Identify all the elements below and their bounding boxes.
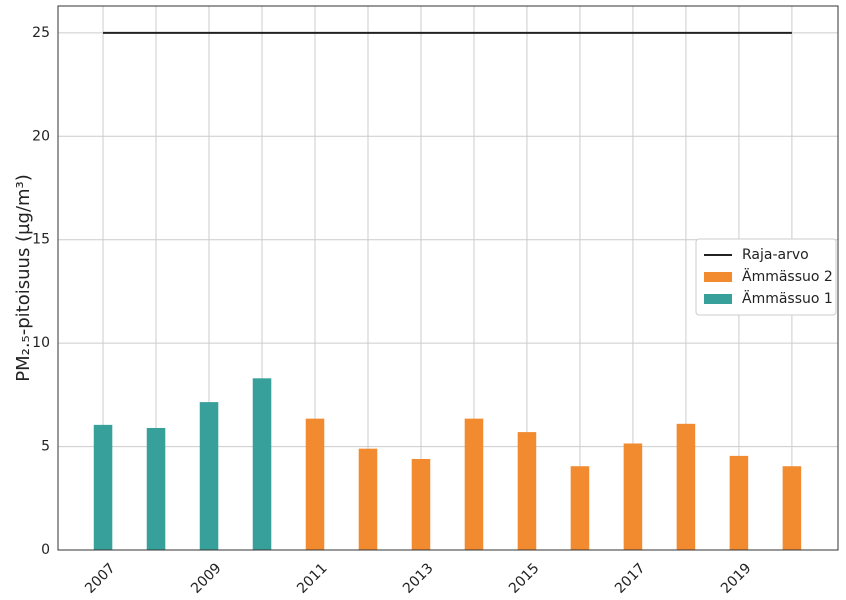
legend-label: Raja-arvo: [742, 247, 809, 263]
legend-swatch: [704, 294, 732, 304]
legend: Raja-arvo Ämmässuo 2 Ämmässuo 1: [695, 238, 837, 316]
y-axis-label: PM₂.₅-pitoisuus (µg/m³): [13, 174, 34, 382]
y-tick-label: 0: [41, 542, 50, 558]
y-tick-label: 15: [32, 232, 50, 248]
x-tick-label: 2011: [294, 560, 331, 596]
x-tick-label: 2007: [82, 560, 119, 596]
bar: [305, 418, 325, 550]
y-tick-label: 25: [32, 25, 50, 41]
bar: [623, 443, 643, 550]
x-tick-label: 2015: [506, 560, 543, 596]
x-tick-label: 2009: [188, 560, 225, 596]
bar: [729, 455, 749, 550]
x-tick-label: 2019: [718, 560, 755, 596]
bar: [146, 427, 166, 550]
y-tick-label: 10: [32, 335, 50, 351]
legend-label: Ämmässuo 2: [742, 267, 833, 285]
bar: [252, 378, 272, 550]
bar: [464, 418, 484, 550]
bar: [676, 423, 696, 550]
bar: [93, 424, 113, 550]
bar: [570, 466, 590, 550]
bar: [411, 458, 431, 550]
legend-swatch: [704, 272, 732, 282]
legend-label: Ämmässuo 1: [742, 289, 833, 307]
y-tick-label: 5: [41, 439, 50, 455]
bar: [782, 466, 802, 550]
plot-frame: [57, 5, 839, 551]
x-tick-label: 2013: [400, 560, 437, 596]
y-tick-label: 20: [32, 128, 50, 144]
x-tick-label: 2017: [612, 560, 649, 596]
bar: [199, 402, 219, 550]
bar: [517, 432, 537, 550]
bar: [358, 448, 378, 550]
